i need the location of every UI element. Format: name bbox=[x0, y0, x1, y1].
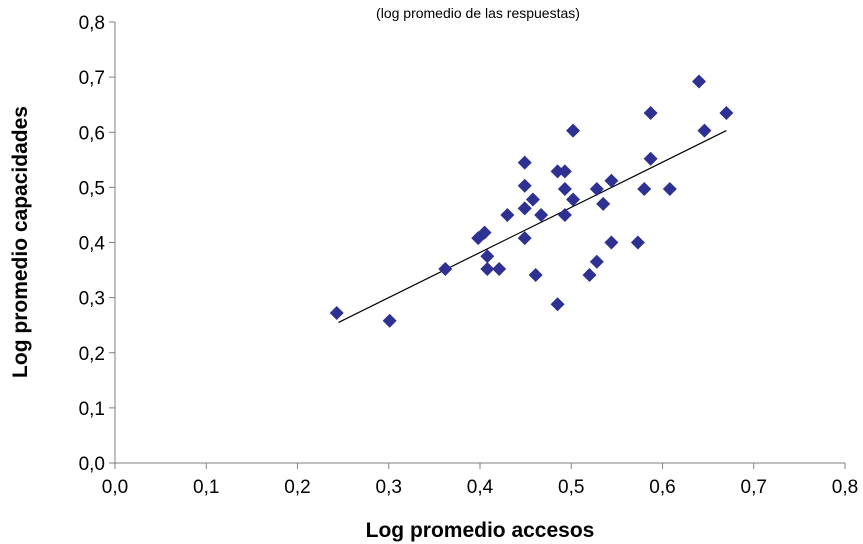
data-point bbox=[517, 178, 532, 193]
data-point bbox=[697, 123, 712, 138]
data-points bbox=[329, 74, 734, 328]
data-point bbox=[596, 196, 611, 211]
data-point bbox=[528, 268, 543, 283]
data-point bbox=[719, 105, 734, 120]
data-point bbox=[534, 207, 549, 222]
data-point bbox=[382, 313, 397, 328]
x-tick-label: 0,0 bbox=[102, 477, 128, 498]
y-tick-label: 0,3 bbox=[79, 289, 105, 310]
data-point bbox=[492, 261, 507, 276]
data-point bbox=[329, 306, 344, 321]
x-tick-label: 0,1 bbox=[193, 477, 219, 498]
data-point bbox=[480, 249, 495, 264]
x-axis-title: Log promedio accesos bbox=[366, 519, 595, 542]
y-tick-label: 0,8 bbox=[79, 13, 105, 34]
data-point bbox=[557, 164, 572, 179]
x-tick-label: 0,5 bbox=[558, 477, 584, 498]
y-tick-label: 0,2 bbox=[79, 344, 105, 365]
data-point bbox=[643, 151, 658, 166]
data-point bbox=[525, 192, 540, 207]
data-point bbox=[630, 235, 645, 250]
data-point bbox=[566, 123, 581, 138]
data-point bbox=[589, 182, 604, 197]
y-tick-label: 0,7 bbox=[79, 68, 105, 89]
data-point bbox=[692, 74, 706, 89]
data-point bbox=[550, 164, 565, 179]
x-tick-label: 0,3 bbox=[376, 477, 402, 498]
data-point bbox=[643, 105, 658, 120]
data-point bbox=[438, 261, 453, 276]
x-axis-ticks: 0,0 0,1 0,2 0,3 0,4 0,5 0,6 0,7 0,8 bbox=[102, 463, 858, 498]
y-tick-label: 0,1 bbox=[79, 399, 105, 420]
y-tick-label: 0,5 bbox=[79, 178, 105, 199]
data-point bbox=[557, 182, 572, 197]
data-point bbox=[604, 235, 619, 250]
data-point bbox=[517, 231, 532, 246]
data-point bbox=[604, 173, 619, 188]
data-point bbox=[550, 297, 565, 312]
x-tick-label: 0,6 bbox=[649, 477, 675, 498]
y-tick-label: 0,6 bbox=[79, 123, 105, 144]
y-tick-label: 0,4 bbox=[79, 234, 106, 255]
data-point bbox=[662, 182, 677, 197]
x-tick-label: 0,8 bbox=[832, 477, 858, 498]
data-point bbox=[582, 268, 597, 283]
trendline bbox=[338, 130, 727, 323]
data-point bbox=[517, 201, 532, 216]
data-point bbox=[557, 207, 572, 222]
data-point bbox=[517, 155, 532, 170]
data-point bbox=[480, 261, 495, 276]
x-tick-label: 0,4 bbox=[467, 477, 494, 498]
data-point bbox=[637, 182, 652, 197]
data-point bbox=[500, 207, 515, 222]
data-point bbox=[566, 192, 581, 207]
y-axis-title: Log promedio capacidades bbox=[9, 106, 32, 378]
x-tick-label: 0,2 bbox=[284, 477, 310, 498]
y-tick-label: 0,0 bbox=[79, 454, 105, 475]
data-point bbox=[477, 225, 492, 240]
chart-subtitle: (log promedio de las respuestas) bbox=[376, 5, 580, 21]
data-point bbox=[589, 254, 604, 269]
y-axis-ticks: 0,0 0,1 0,2 0,3 0,4 0,5 0,6 0,7 0,8 bbox=[79, 13, 115, 475]
x-tick-label: 0,7 bbox=[741, 477, 767, 498]
